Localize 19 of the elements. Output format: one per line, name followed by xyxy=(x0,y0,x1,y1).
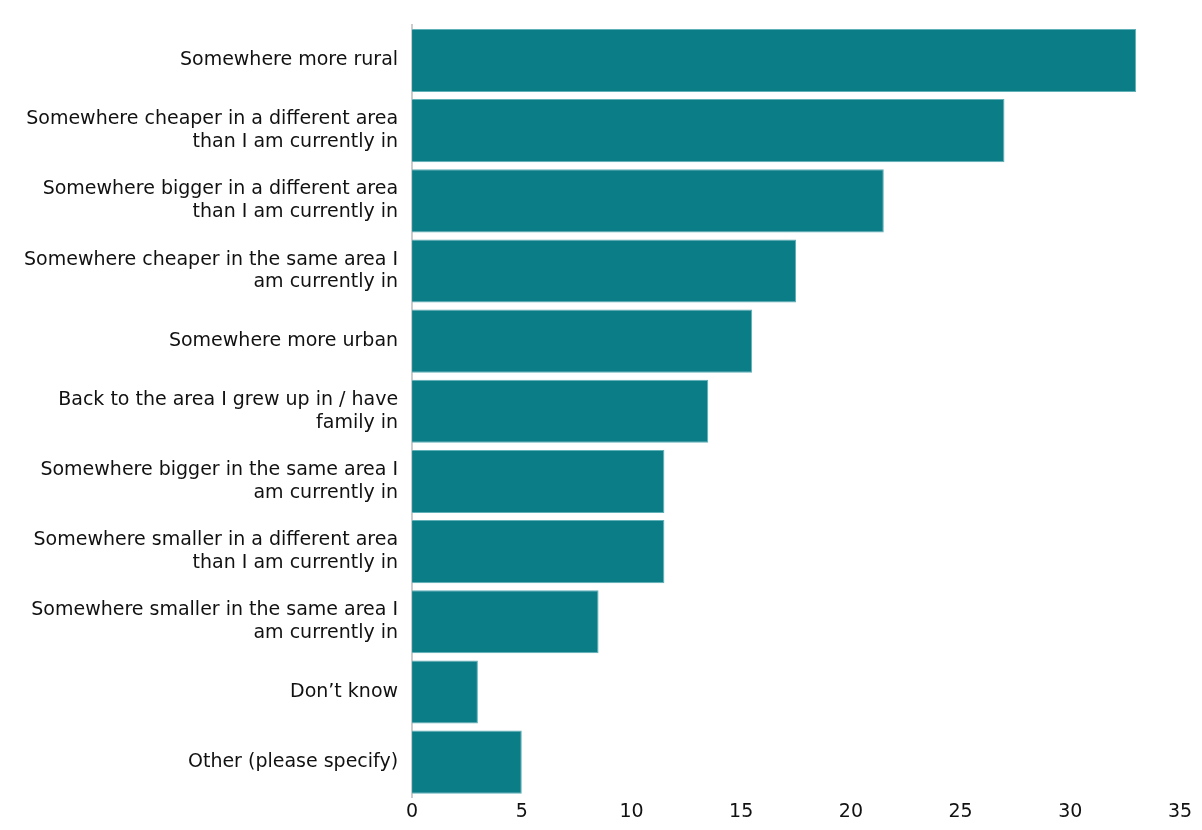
x-tick-label: 10 xyxy=(619,798,644,821)
y-tick-label: Somewhere cheaper in a different area than I am currently in xyxy=(26,106,399,151)
y-tick-label: Somewhere more urban xyxy=(168,328,399,351)
x-tick-label: 15 xyxy=(729,798,754,821)
y-tick-label: Somewhere bigger in the same area I am currently in xyxy=(40,457,399,502)
y-tick-label: Somewhere smaller in the same area I am currently in xyxy=(31,597,399,643)
y-tick-label: Somewhere cheaper in the same area I am currently in xyxy=(23,246,399,292)
y-tick-label: Other (please specify) xyxy=(187,749,399,772)
y-tick-label: Back to the area I grew up in / have family in xyxy=(58,386,399,432)
y-tick-label: Somewhere more rural xyxy=(179,47,399,70)
x-tick-label: 5 xyxy=(515,798,528,821)
x-tick-label: 0 xyxy=(406,798,419,821)
x-tick-label: 20 xyxy=(838,798,863,821)
y-tick-label: Somewhere smaller in a different area than I am currently in xyxy=(33,527,399,572)
y-tick-label: Don’t know xyxy=(290,678,399,701)
y-tick-label: Somewhere bigger in a different area than I am currently in xyxy=(42,176,399,222)
x-tick-label: 25 xyxy=(948,798,973,821)
x-tick-label: 35 xyxy=(1167,798,1193,821)
x-tick-label: 30 xyxy=(1058,798,1083,821)
